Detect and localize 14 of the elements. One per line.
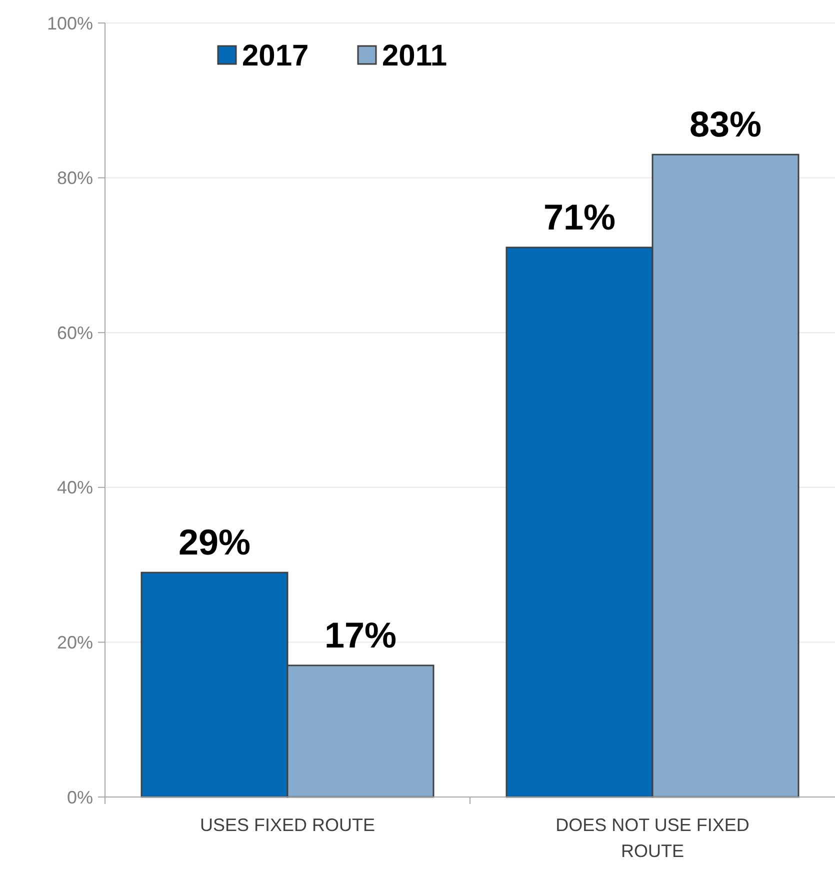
legend-label: 2011 (382, 40, 448, 72)
y-tick-label: 40% (56, 478, 93, 498)
y-tick-label: 20% (56, 632, 93, 652)
text: 83% (689, 104, 762, 145)
y-tick-label: 100% (46, 13, 93, 34)
legend-label: 2017 (242, 40, 309, 72)
text: 17% (324, 614, 397, 656)
y-tick-label: 60% (56, 322, 93, 343)
x-tick-label: USES FIXED ROUTE (200, 815, 376, 835)
text: 29% (178, 522, 251, 563)
x-tick-label: DOES NOT USE FIXED ROUTE (556, 815, 750, 861)
y-tick-label: 0% (66, 787, 93, 808)
text: 71% (543, 196, 616, 238)
y-tick-label: 80% (56, 168, 93, 188)
